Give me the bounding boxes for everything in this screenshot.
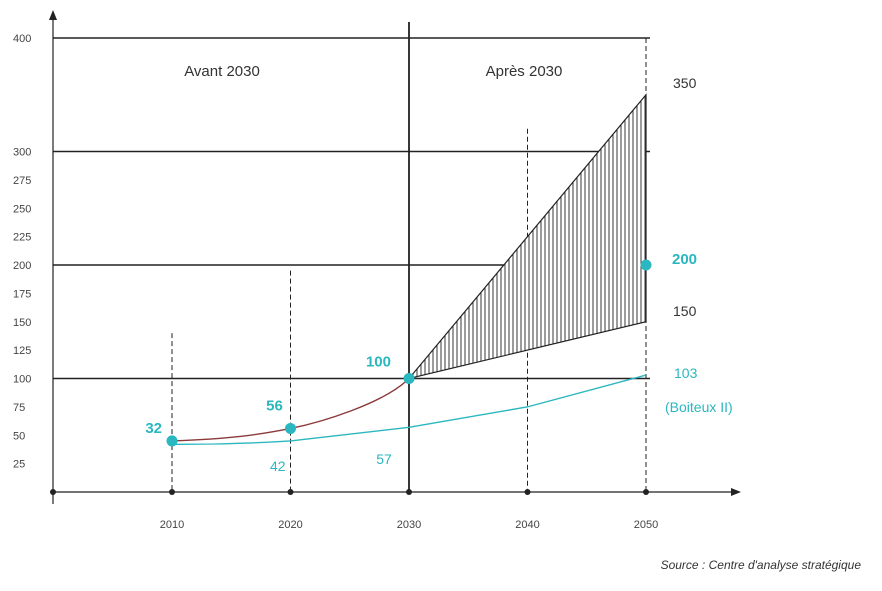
y-tick-250: 250 (13, 203, 31, 215)
y-tick-225: 225 (13, 232, 31, 244)
hatched-area-outline (407, 93, 647, 380)
y-tick-400: 400 (13, 33, 31, 45)
source-note: Source : Centre d'analyse stratégique (661, 558, 862, 572)
x-axis-arrow (731, 488, 741, 496)
x-tick-2050: 2050 (634, 519, 658, 531)
highlight-point-2010 (166, 435, 178, 447)
highlight-label-2050: 200 (672, 251, 697, 268)
y-tick-175: 175 (13, 288, 31, 300)
highlight-point-2020 (285, 422, 296, 434)
y-tick-275: 275 (13, 175, 31, 187)
x-axis-dot-5 (643, 489, 649, 495)
x-tick-2030: 2030 (397, 519, 421, 531)
x-tick-2010: 2010 (160, 519, 184, 531)
y-tick-25: 25 (13, 459, 25, 471)
x-axis-dot-4 (524, 489, 531, 495)
y-tick-50: 50 (13, 430, 25, 442)
series-curve-cyan (171, 374, 647, 446)
y-tick-125: 125 (13, 345, 31, 357)
y-tick-200: 200 (13, 260, 31, 272)
cyan-value-2020: 42 (270, 458, 286, 474)
highlight-point-2050 (640, 259, 652, 271)
y-tick-300: 300 (13, 147, 31, 159)
cyan-value-2030: 57 (376, 451, 392, 467)
highlight-label-2030: 100 (366, 354, 391, 371)
y-tick-150: 150 (13, 317, 31, 329)
boiteux-name-label: (Boiteux II) (665, 399, 733, 415)
axes (49, 10, 741, 504)
y-tick-100: 100 (13, 374, 31, 386)
hatched-range (407, 93, 647, 380)
boiteux-value-label: 103 (674, 365, 698, 381)
y-tick-75: 75 (13, 402, 25, 414)
labels: 25 50 75 100 125 150 175 200 225 250 275 300 400 2010… (13, 33, 861, 572)
highlight-point-2030 (403, 373, 415, 384)
x-tick-2040: 2040 (515, 519, 539, 531)
highlight-label-2010: 32 (145, 420, 162, 437)
region-label-after: Après 2030 (486, 63, 563, 80)
x-tick-2020: 2020 (278, 519, 302, 531)
lower-bound-label: 150 (673, 303, 697, 319)
data-points (166, 259, 652, 447)
upper-bound-label: 350 (673, 75, 697, 91)
x-axis-dot-1 (169, 489, 175, 495)
x-axis-dot-3 (406, 489, 412, 495)
region-label-before: Avant 2030 (184, 63, 260, 80)
y-axis-arrow (49, 10, 57, 20)
x-axis-dot-0 (50, 489, 56, 495)
x-axis-dot-2 (287, 489, 294, 495)
highlight-label-2020: 56 (266, 397, 283, 414)
